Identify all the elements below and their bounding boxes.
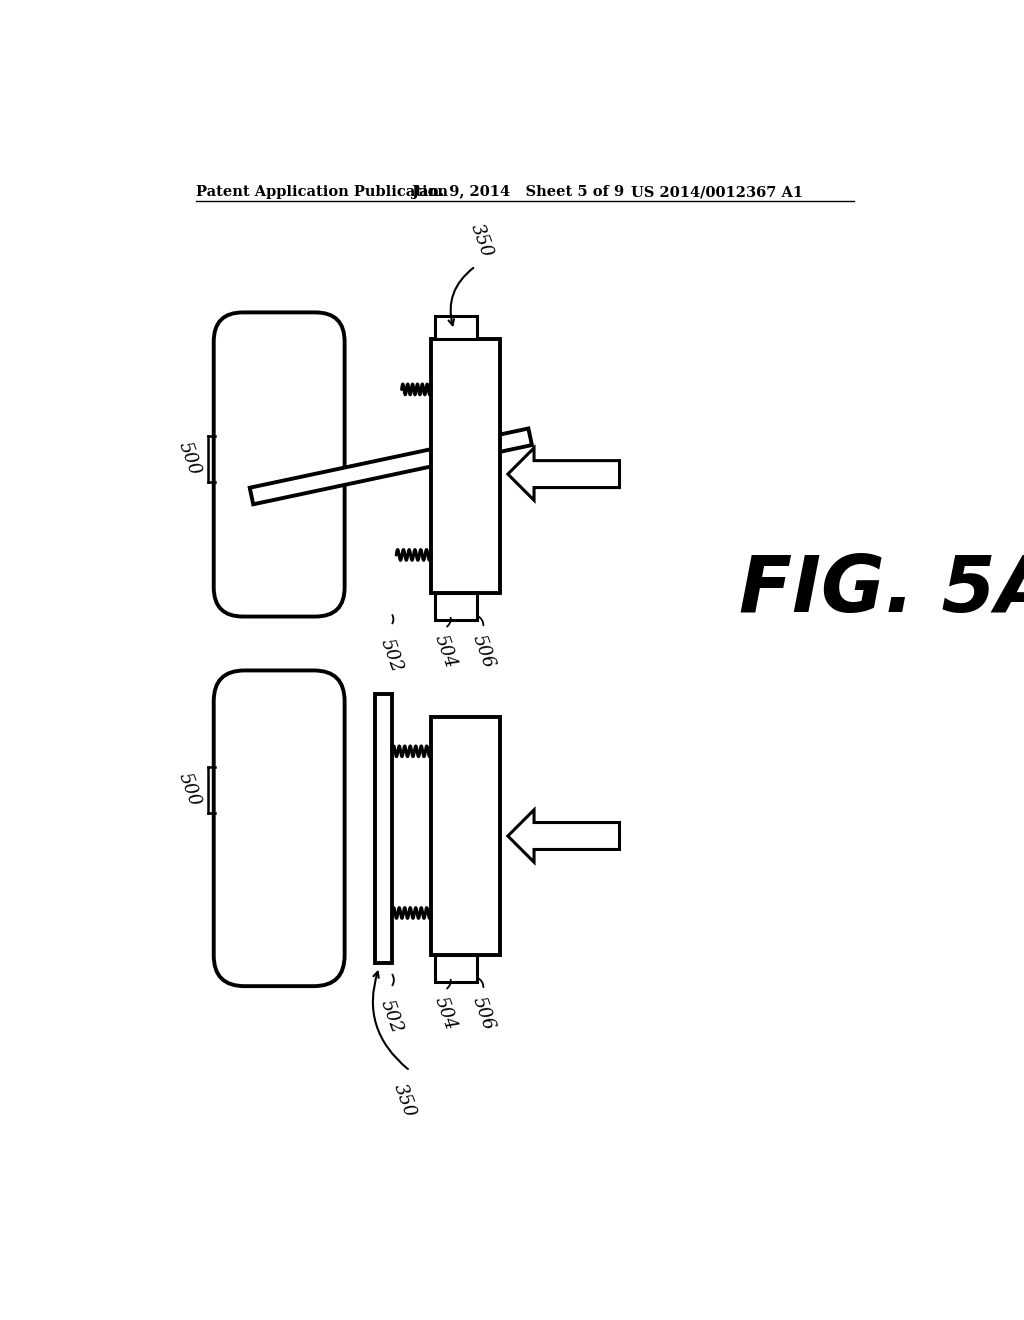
Text: 502: 502 [377, 636, 406, 675]
Bar [435, 956, 477, 982]
Text: 350: 350 [467, 222, 496, 260]
Text: 504: 504 [430, 632, 459, 671]
Bar [435, 594, 477, 620]
Text: 504: 504 [430, 994, 459, 1032]
Text: 502: 502 [377, 998, 406, 1036]
Bar [435, 317, 477, 339]
Text: 350: 350 [389, 1081, 418, 1119]
Text: 506: 506 [469, 994, 498, 1032]
FancyBboxPatch shape [214, 671, 345, 986]
Text: FIG. 5A: FIG. 5A [739, 552, 1024, 627]
Polygon shape [431, 717, 500, 956]
Text: Jan. 9, 2014   Sheet 5 of 9: Jan. 9, 2014 Sheet 5 of 9 [412, 185, 624, 199]
Polygon shape [508, 447, 620, 500]
Bar [376, 693, 392, 964]
FancyBboxPatch shape [214, 313, 345, 616]
Text: 506: 506 [469, 632, 498, 671]
Text: 500: 500 [175, 440, 204, 478]
Text: US 2014/0012367 A1: US 2014/0012367 A1 [631, 185, 803, 199]
Polygon shape [508, 810, 620, 862]
Polygon shape [431, 339, 500, 594]
Polygon shape [250, 429, 531, 504]
Text: Patent Application Publication: Patent Application Publication [196, 185, 449, 199]
Text: 500: 500 [175, 771, 204, 809]
